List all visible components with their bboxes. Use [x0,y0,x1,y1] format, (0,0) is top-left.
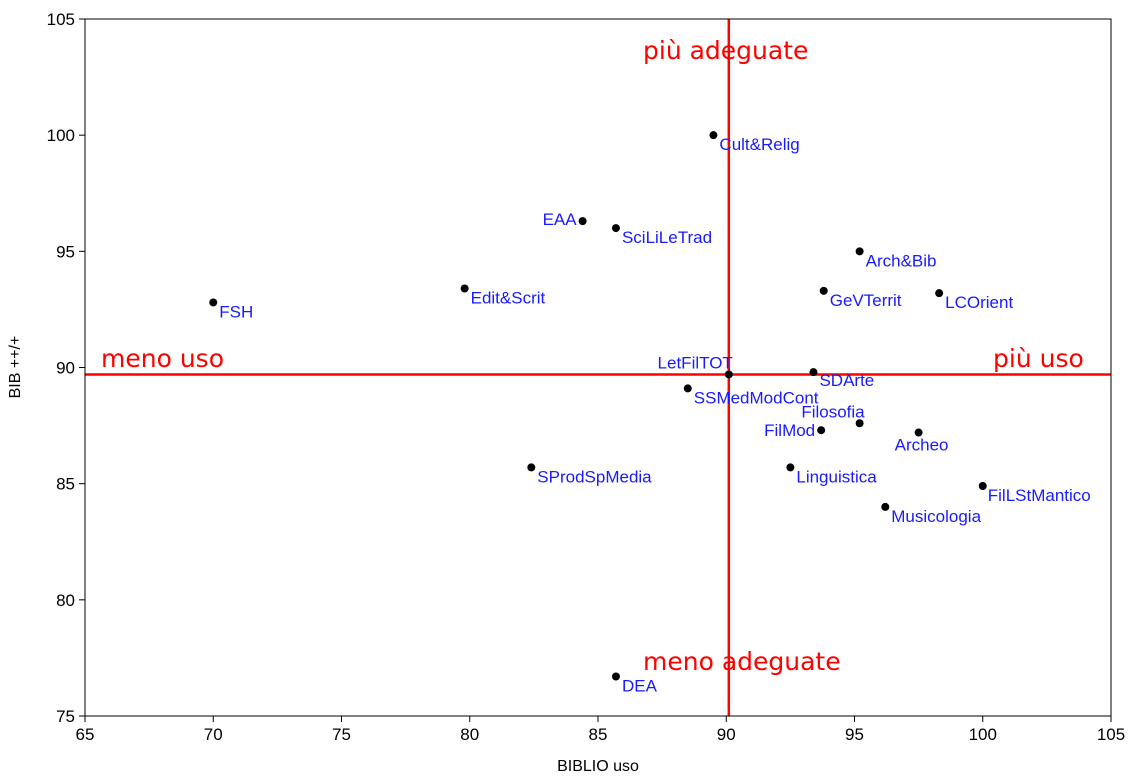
x-tick-label: 70 [204,725,223,744]
quadrant-label-right: più uso [993,344,1084,373]
data-point-label: DEA [622,677,658,696]
y-tick-label: 75 [56,707,75,726]
data-point-label: SDArte [819,371,874,390]
quadrant-label-top: più adeguate [643,36,808,65]
data-point-label: SSMedModCont [694,388,819,407]
data-point [855,419,864,428]
data-point [935,289,944,298]
y-tick-label: 95 [56,242,75,261]
x-axis-title: BIBLIO uso [557,758,639,775]
data-point-label: FSH [219,302,253,321]
data-point [855,247,864,256]
data-point-label: Cult&Relig [719,135,799,154]
data-point-label: SProdSpMedia [537,467,652,486]
quadrant-label-left: meno uso [101,344,224,373]
y-tick-label: 100 [47,126,75,145]
data-point [914,428,923,437]
y-tick-label: 85 [56,475,75,494]
quadrant-label-bottom: meno adeguate [643,647,841,676]
axis-ticks: 65 70 75 80 85 90 95 100 105 75 80 85 90 95 100 105 [47,10,1126,744]
plot-border [84,18,1112,717]
data-point [809,368,818,377]
data-point-label: LetFilTOT [658,353,733,372]
data-point [578,217,587,226]
x-tick-label: 80 [460,725,479,744]
data-point [709,131,718,140]
x-tick-label: 85 [589,725,608,744]
data-point-label: EAA [543,210,578,229]
data-point [881,502,890,511]
data-point-label: SciLiLeTrad [622,228,712,247]
data-point [786,463,795,472]
plot-frame [84,18,1112,717]
x-tick-label: 100 [969,725,997,744]
reference-lines [85,19,1111,716]
y-tick-label: 90 [56,359,75,378]
point-labels: Cult&Relig EAA SciLiLeTrad Arch&Bib FSH Edit&… [219,135,1090,695]
data-point [611,224,620,233]
data-point-label: Edit&Scrit [471,289,546,308]
data-point [460,284,469,293]
x-tick-label: 105 [1097,725,1125,744]
data-point [978,481,987,490]
data-point-label: Arch&Bib [866,251,937,270]
y-tick-label: 105 [47,10,75,29]
data-point-label: GeVTerrit [830,291,902,310]
data-point-label: Linguistica [796,467,877,486]
data-point-label: Archeo [895,436,949,455]
x-tick-label: 75 [332,725,351,744]
y-axis-title: BIB ++/+ [7,336,24,399]
x-tick-label: 65 [76,725,95,744]
data-point [527,463,536,472]
x-tick-label: 90 [717,725,736,744]
data-point-label: LCOrient [945,293,1013,312]
data-point-label: FilMod [764,421,815,440]
data-point-label: FilLStMantico [988,486,1091,505]
data-point [611,672,620,681]
y-tick-label: 80 [56,591,75,610]
data-points [209,131,987,681]
data-point-label: Filosofia [801,402,865,421]
data-point [817,426,826,435]
data-point [724,370,733,379]
x-tick-label: 95 [845,725,864,744]
data-point [819,286,828,295]
data-point-label: Musicologia [891,507,981,526]
data-point [209,298,218,307]
data-point [683,384,692,393]
